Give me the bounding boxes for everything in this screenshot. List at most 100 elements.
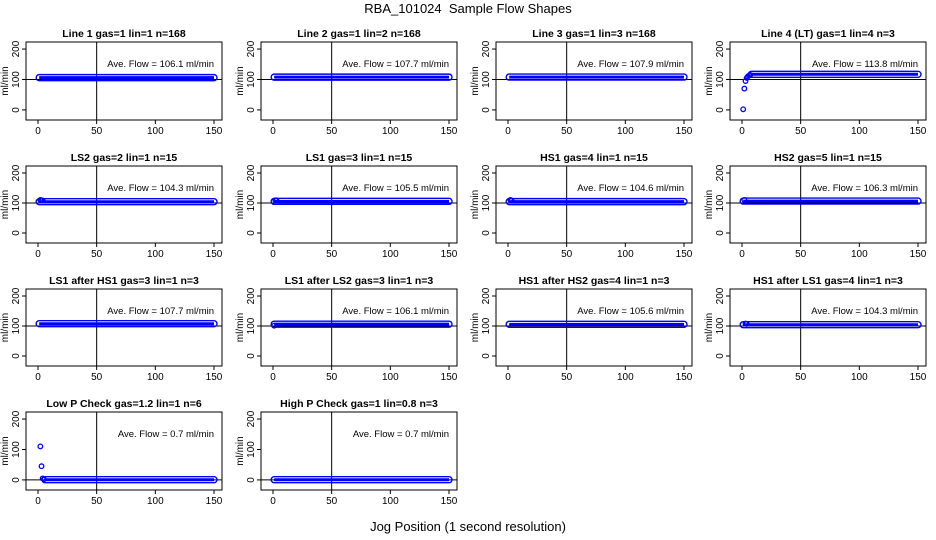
panel-title: LS1 after HS1 gas=3 lin=1 n=3 (49, 275, 199, 287)
y-tick-label: 200 (481, 40, 492, 57)
y-tick-label: 0 (715, 353, 726, 359)
plot-frame (495, 288, 693, 367)
data-point-band (270, 73, 453, 81)
y-tick-label: 100 (11, 317, 22, 334)
chart-panel: LS1 after LS2 gas=3 lin=1 n=3 0 50 100 150 0 1… (235, 275, 458, 383)
y-tick-label: 100 (481, 71, 492, 88)
data-point (273, 197, 280, 204)
y-tick-label: 100 (11, 71, 22, 88)
y-tick-label: 0 (11, 107, 22, 113)
y-tick-label: 100 (715, 71, 726, 88)
x-tick-label: 150 (206, 496, 223, 507)
y-axis-label: ml/min (235, 436, 246, 465)
data-point (741, 197, 748, 203)
average-flow-annotation: Ave. Flow = 106.3 ml/min (811, 183, 918, 194)
average-flow-annotation: Ave. Flow = 106.1 ml/min (342, 306, 449, 317)
data-point (747, 71, 754, 78)
panel-title: HS1 after LS1 gas=4 lin=1 n=3 (753, 275, 903, 287)
panel-title: LS1 after LS2 gas=3 lin=1 n=3 (285, 275, 434, 287)
data-point (37, 443, 44, 450)
x-tick-label: 150 (206, 126, 223, 137)
y-tick-label: 100 (715, 194, 726, 211)
panel-title: Line 1 gas=1 lin=1 n=168 (62, 28, 186, 40)
x-tick-label: 0 (35, 126, 41, 137)
x-tick-label: 50 (561, 372, 573, 383)
x-tick-label: 0 (739, 372, 745, 383)
x-tick-label: 0 (505, 126, 511, 137)
x-tick-label: 50 (91, 372, 103, 383)
plot-frame (729, 288, 927, 367)
y-tick-label: 200 (246, 40, 257, 57)
average-flow-annotation: Ave. Flow = 106.1 ml/min (107, 59, 214, 70)
plot-frame (495, 165, 693, 244)
chart-panel: Line 4 (LT) gas=1 lin=4 n=3 0 50 100 150 0 100… (704, 28, 927, 137)
data-point (743, 320, 750, 327)
x-tick-label: 50 (326, 249, 338, 260)
panel-title: High P Check gas=1 lin=0.8 n=3 (280, 398, 438, 410)
data-point (39, 197, 46, 204)
y-axis-label: ml/min (235, 313, 246, 342)
y-tick-label: 100 (246, 317, 257, 334)
x-tick-label: 0 (505, 372, 511, 383)
x-tick-label: 100 (147, 126, 164, 137)
x-tick-label: 100 (851, 372, 868, 383)
x-tick-label: 150 (910, 249, 927, 260)
x-tick-label: 150 (676, 126, 693, 137)
y-axis-label: ml/min (470, 190, 481, 219)
data-point (741, 85, 748, 92)
x-tick-label: 50 (561, 249, 573, 260)
x-tick-label: 100 (617, 249, 634, 260)
y-axis-label: ml/min (0, 190, 11, 219)
y-tick-label: 200 (246, 287, 257, 304)
y-axis-label: ml/min (235, 190, 246, 219)
y-tick-label: 200 (715, 287, 726, 304)
x-tick-label: 100 (147, 496, 164, 507)
data-point-band (35, 198, 218, 206)
y-tick-label: 0 (246, 477, 257, 483)
y-tick-label: 0 (11, 353, 22, 359)
chart-panel: High P Check gas=1 lin=0.8 n=3 0 50 100 150 0… (235, 398, 458, 507)
figure-title: RBA_101024 Sample Flow Shapes (364, 1, 572, 16)
plot-frame (729, 165, 927, 244)
average-flow-annotation: Ave. Flow = 107.9 ml/min (577, 59, 684, 70)
x-tick-label: 150 (910, 372, 927, 383)
average-flow-annotation: Ave. Flow = 0.7 ml/min (353, 429, 449, 440)
x-tick-label: 100 (851, 249, 868, 260)
x-tick-label: 0 (35, 372, 41, 383)
chart-panel: Line 1 gas=1 lin=1 n=168 0 50 100 150 0 100 200… (0, 28, 223, 137)
data-point-band (270, 476, 453, 484)
panel-title: LS2 gas=2 lin=1 n=15 (71, 152, 178, 164)
x-tick-label: 100 (382, 249, 399, 260)
data-point-band (505, 197, 688, 206)
y-tick-label: 100 (246, 194, 257, 211)
chart-panel: HS1 after LS1 gas=4 lin=1 n=3 0 50 100 150 0 1… (704, 275, 927, 383)
chart-panel: LS2 gas=2 lin=1 n=15 0 50 100 150 0 100 200ml/m… (0, 152, 223, 260)
y-axis-label: ml/min (704, 66, 715, 95)
chart-panel: Line 2 gas=1 lin=2 n=168 0 50 100 150 0 100 200… (235, 28, 458, 137)
y-tick-label: 100 (481, 317, 492, 334)
x-tick-label: 100 (147, 249, 164, 260)
x-tick-label: 100 (617, 372, 634, 383)
y-axis-label: ml/min (704, 313, 715, 342)
x-tick-label: 0 (270, 496, 276, 507)
x-tick-label: 0 (270, 372, 276, 383)
x-tick-label: 150 (676, 249, 693, 260)
x-tick-label: 50 (91, 496, 103, 507)
y-tick-label: 200 (715, 40, 726, 57)
y-tick-label: 0 (246, 107, 257, 113)
x-tick-label: 0 (739, 126, 745, 137)
x-tick-label: 100 (851, 126, 868, 137)
chart-panel: HS1 gas=4 lin=1 n=15 0 50 100 150 0 100 200ml/m… (470, 152, 693, 260)
y-axis-label: ml/min (235, 66, 246, 95)
plot-frame (25, 288, 223, 367)
data-point (742, 78, 749, 84)
x-tick-label: 100 (382, 372, 399, 383)
x-tick-label: 50 (561, 126, 573, 137)
y-tick-label: 100 (11, 194, 22, 211)
y-axis-label: ml/min (0, 66, 11, 95)
y-axis-label: ml/min (704, 190, 715, 219)
x-tick-label: 150 (441, 372, 458, 383)
data-point-band (270, 197, 453, 206)
plot-frame (25, 165, 223, 244)
panel-title: HS1 gas=4 lin=1 n=15 (540, 152, 648, 164)
